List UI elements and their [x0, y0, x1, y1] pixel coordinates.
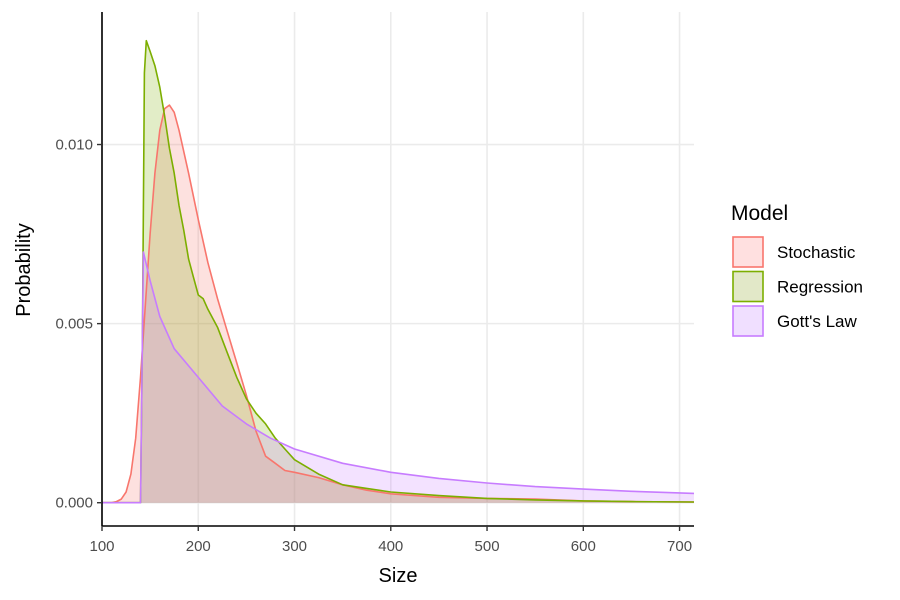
- x-tick-label: 200: [186, 538, 211, 555]
- x-tick-label: 300: [282, 538, 307, 555]
- legend: Model Stochastic Regression Gott's Law: [731, 202, 863, 337]
- y-tick-label: 0.005: [55, 316, 93, 333]
- series-areas: [102, 40, 694, 503]
- y-tick-label: 0.010: [55, 137, 93, 154]
- legend-key-gott-s-law: [732, 305, 764, 337]
- line-regression: [102, 39, 695, 504]
- x-tick-label: 100: [89, 538, 114, 555]
- y-axis-title: Probability: [13, 223, 35, 316]
- y-axis-ticks: 0.000 0.005 0.010: [55, 137, 102, 512]
- series-lines: [102, 39, 695, 504]
- x-axis-ticks: 100 200 300 400 500 600 700: [89, 526, 692, 555]
- legend-title: Model: [731, 202, 788, 225]
- y-tick-label: 0.000: [55, 495, 93, 512]
- legend-label-regression: Regression: [777, 278, 863, 297]
- x-tick-label: 600: [571, 538, 596, 555]
- legend-key-regression: [732, 270, 764, 303]
- area-regression: [102, 40, 694, 503]
- legend-label-stochastic: Stochastic: [777, 243, 856, 262]
- x-tick-label: 700: [667, 538, 692, 555]
- x-axis-title: Size: [379, 565, 418, 587]
- area-gott-s-law: [102, 252, 694, 503]
- legend-key-stochastic: [732, 236, 764, 268]
- line-gott-s-law: [102, 251, 695, 504]
- area-stochastic: [102, 105, 694, 503]
- line-stochastic: [102, 104, 695, 504]
- x-tick-label: 400: [378, 538, 403, 555]
- legend-label-gott-s-law: Gott's Law: [777, 312, 858, 331]
- x-tick-label: 500: [475, 538, 500, 555]
- grid: [101, 12, 694, 526]
